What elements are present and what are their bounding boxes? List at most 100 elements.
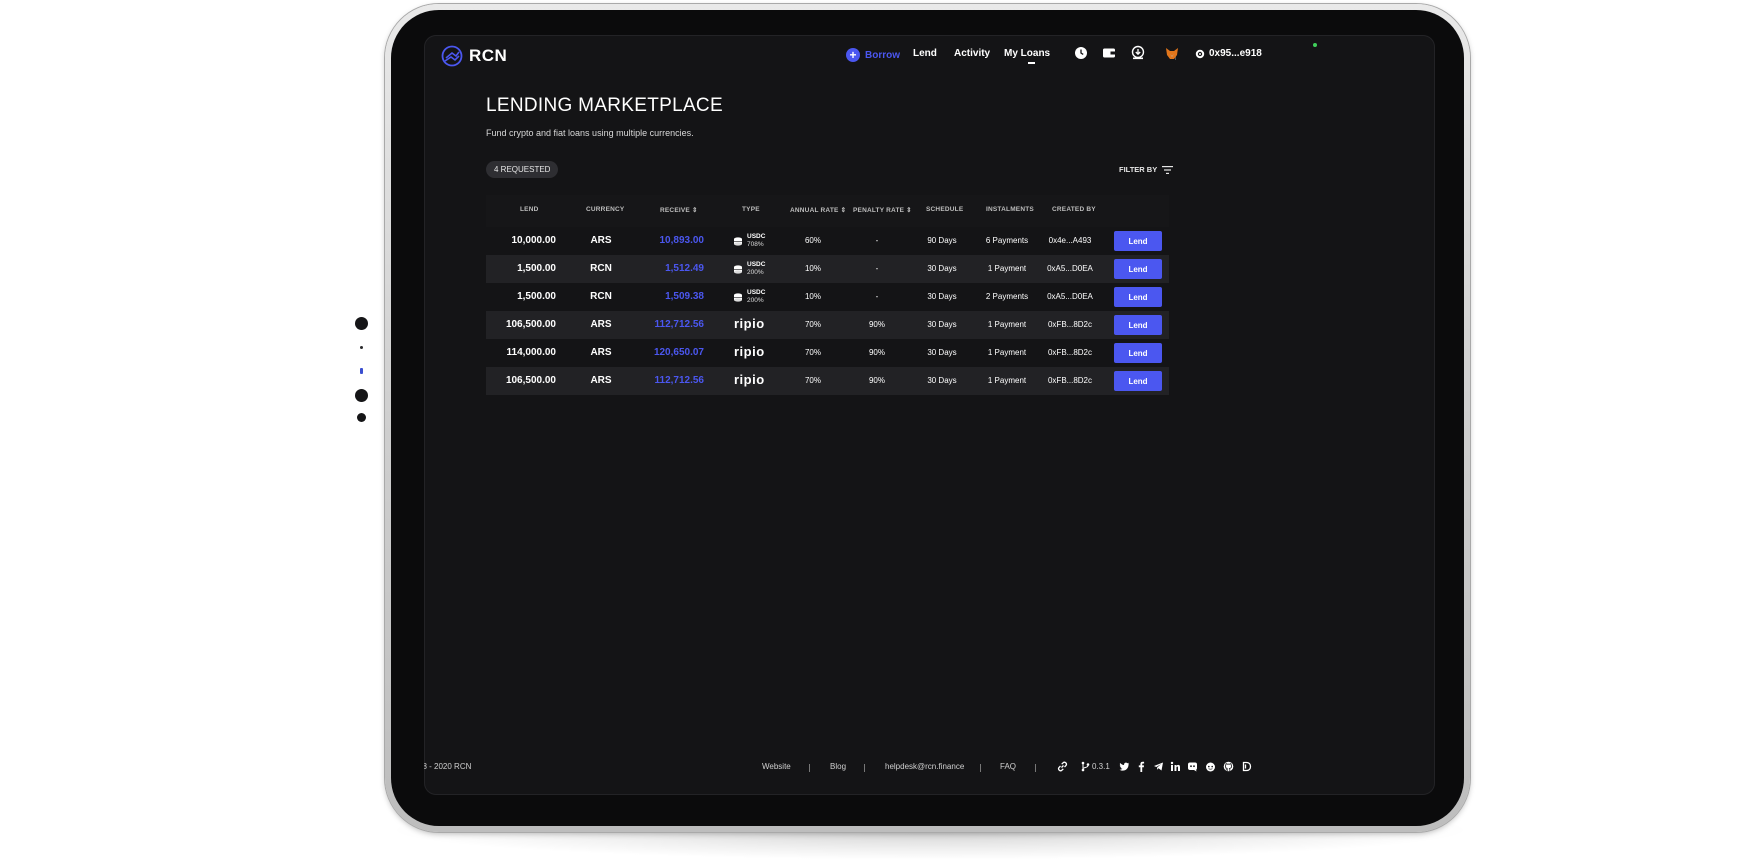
footer-divider xyxy=(864,764,865,772)
header-receive[interactable]: RECEIVE ⇕ xyxy=(660,206,698,214)
cell-created-by[interactable]: 0xA5...D0EA xyxy=(1047,292,1093,301)
nav-active-indicator xyxy=(1028,62,1035,64)
lend-button[interactable]: Lend xyxy=(1114,287,1162,307)
cell-created-by[interactable]: 0xFB...8D2c xyxy=(1047,320,1092,329)
rcn-logo-icon xyxy=(441,45,463,67)
telegram-icon[interactable] xyxy=(1153,761,1164,772)
git-branch-icon[interactable] xyxy=(1080,761,1091,772)
cell-schedule: 30 Days xyxy=(927,292,957,301)
footer-blog-link[interactable]: Blog xyxy=(830,762,847,771)
cell-penalty-rate: - xyxy=(875,236,879,245)
header-penalty-rate[interactable]: PENALTY RATE ⇕ xyxy=(853,206,912,214)
cell-currency: RCN xyxy=(590,263,612,274)
cell-instalments: 1 Payment xyxy=(987,348,1027,357)
cell-schedule: 30 Days xyxy=(927,264,957,273)
footer-helpdesk-link[interactable]: helpdesk@rcn.finance xyxy=(885,762,965,771)
cell-schedule: 30 Days xyxy=(927,348,957,357)
footer-faq-link[interactable]: FAQ xyxy=(1000,762,1017,771)
cell-instalments: 6 Payments xyxy=(985,236,1029,245)
header-currency: CURRENCY xyxy=(586,206,625,213)
connection-status-dot xyxy=(1313,43,1317,47)
header-lend: LEND xyxy=(520,206,539,213)
page-title: LENDING MARKETPLACE xyxy=(486,95,723,116)
lend-button[interactable]: Lend xyxy=(1114,231,1162,251)
header-annual-rate[interactable]: ANNUAL RATE ⇕ xyxy=(790,206,846,214)
rcn-logo[interactable]: RCN xyxy=(441,45,507,67)
filter-by-button[interactable]: FILTER BY xyxy=(1119,165,1174,174)
filter-icon xyxy=(1162,165,1174,174)
cell-created-by[interactable]: 0xA5...D0EA xyxy=(1047,264,1093,273)
nav-borrow-label: Borrow xyxy=(865,49,900,61)
header-type: TYPE xyxy=(742,206,760,213)
cell-receive: 120,650.07 xyxy=(653,347,704,358)
requested-count-badge[interactable]: 4 REQUESTED xyxy=(486,161,559,178)
header-created-by: CREATED BY xyxy=(1052,206,1096,213)
type-name: USDC xyxy=(747,289,766,296)
coin-stack-icon xyxy=(734,293,742,302)
ripio-logo: ripio xyxy=(734,344,765,359)
app-screen: RCN + Borrow Lend Activity My Loans xyxy=(424,35,1435,795)
nav-my-loans[interactable]: My Loans xyxy=(1004,48,1051,59)
table-row: 106,500.00 ARS 112,712.56 ripio 70% 90% … xyxy=(486,367,1169,395)
table-row: 1,500.00 RCN 1,509.38 USDC 200% 10% - 30… xyxy=(486,283,1169,311)
cell-receive: 10,893.00 xyxy=(659,235,705,246)
clock-icon[interactable] xyxy=(1073,45,1089,61)
footer-website-link[interactable]: Website xyxy=(762,762,791,771)
lend-button[interactable]: Lend xyxy=(1114,343,1162,363)
cell-annual-rate: 70% xyxy=(804,376,821,385)
download-icon[interactable] xyxy=(1130,45,1146,61)
type-collateral: 200% xyxy=(747,269,764,276)
header-annual-rate-label: ANNUAL RATE xyxy=(790,207,839,214)
cell-lend: 1,500.00 xyxy=(517,291,556,302)
dapp-icon[interactable] xyxy=(1241,761,1252,772)
metamask-fox-icon[interactable] xyxy=(1164,45,1180,61)
nav-lend[interactable]: Lend xyxy=(913,48,937,59)
nav-activity[interactable]: Activity xyxy=(954,48,991,59)
sort-icon: ⇕ xyxy=(840,207,847,214)
cell-currency: ARS xyxy=(590,319,612,330)
sensor-dot xyxy=(360,346,363,349)
type-usdc: USDC 200% xyxy=(733,289,765,305)
table-header: LEND CURRENCY RECEIVE ⇕ TYPE ANNUAL RATE… xyxy=(486,195,1169,227)
filter-label: FILTER BY xyxy=(1119,165,1158,174)
facebook-icon[interactable] xyxy=(1136,761,1147,772)
nav-borrow[interactable]: + Borrow xyxy=(846,48,900,62)
type-usdc-text: USDC 200% xyxy=(747,261,765,277)
reddit-icon[interactable] xyxy=(1205,761,1216,772)
table-row: 10,000.00 ARS 10,893.00 USDC 708% 60% - … xyxy=(486,227,1169,255)
cell-instalments: 1 Payment xyxy=(987,320,1027,329)
plus-icon: + xyxy=(846,48,860,62)
type-usdc: USDC 200% xyxy=(733,261,765,277)
github-icon[interactable] xyxy=(1223,761,1234,772)
lend-button[interactable]: Lend xyxy=(1114,371,1162,391)
footer-divider xyxy=(809,764,810,772)
loans-table: LEND CURRENCY RECEIVE ⇕ TYPE ANNUAL RATE… xyxy=(486,195,1169,395)
type-usdc-text: USDC 200% xyxy=(747,289,765,305)
cell-created-by[interactable]: 0x4e...A493 xyxy=(1048,236,1092,245)
linkedin-icon[interactable] xyxy=(1170,761,1181,772)
link-icon[interactable] xyxy=(1057,761,1068,772)
cell-created-by[interactable]: 0xFB...8D2c xyxy=(1047,348,1092,357)
footer-copyright: © 2018 - 2020 RCN xyxy=(424,762,472,771)
twitter-icon[interactable] xyxy=(1119,761,1130,772)
cell-penalty-rate: 90% xyxy=(868,348,885,357)
sort-icon: ⇕ xyxy=(691,207,698,214)
flash-indicator xyxy=(360,368,363,374)
camera-lens xyxy=(355,317,368,330)
footer-divider xyxy=(1035,764,1036,772)
lend-button[interactable]: Lend xyxy=(1114,259,1162,279)
cell-annual-rate: 10% xyxy=(804,292,821,301)
cell-lend: 106,500.00 xyxy=(505,319,556,330)
gear-icon xyxy=(1195,49,1205,58)
cell-instalments: 1 Payment xyxy=(987,376,1027,385)
account-menu[interactable]: 0x95...e918 xyxy=(1195,48,1262,59)
lend-button[interactable]: Lend xyxy=(1114,315,1162,335)
cell-annual-rate: 60% xyxy=(804,236,821,245)
table-row: 114,000.00 ARS 120,650.07 ripio 70% 90% … xyxy=(486,339,1169,367)
cell-penalty-rate: 90% xyxy=(868,320,885,329)
cell-schedule: 30 Days xyxy=(927,376,957,385)
cell-instalments: 1 Payment xyxy=(987,264,1027,273)
wallet-icon[interactable] xyxy=(1101,45,1117,61)
discord-icon[interactable] xyxy=(1187,761,1198,772)
cell-created-by[interactable]: 0xFB...8D2c xyxy=(1047,376,1092,385)
